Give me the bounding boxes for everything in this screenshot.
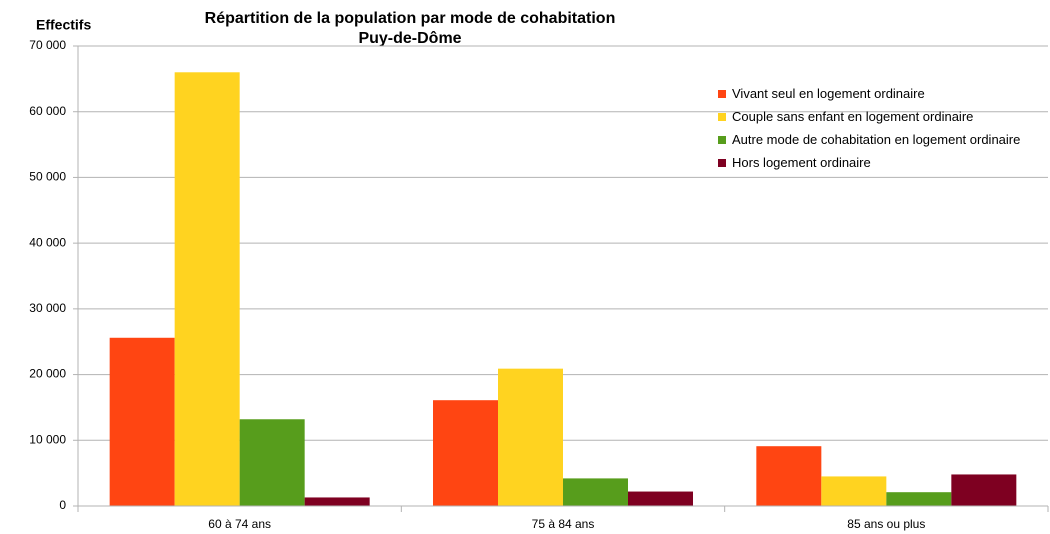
bar: [821, 476, 887, 506]
legend-label: Couple sans enfant en logement ordinaire: [732, 109, 974, 124]
y-tick-label: 70 000: [29, 38, 66, 52]
legend-swatch: [718, 90, 726, 98]
y-tick-label: 30 000: [29, 301, 66, 315]
bar: [886, 492, 952, 506]
legend-label: Vivant seul en logement ordinaire: [732, 86, 925, 101]
bar: [433, 400, 498, 506]
bar: [951, 474, 1017, 506]
x-tick-label: 75 à 84 ans: [532, 517, 595, 531]
y-tick-label: 20 000: [29, 367, 66, 381]
y-tick-label: 50 000: [29, 170, 66, 184]
legend-label: Hors logement ordinaire: [732, 155, 871, 170]
bar: [174, 72, 240, 507]
legend: Vivant seul en logement ordinaire Couple …: [718, 86, 1038, 178]
y-tick-label: 60 000: [29, 104, 66, 118]
legend-item: Hors logement ordinaire: [718, 155, 1038, 171]
bar: [628, 491, 693, 506]
bar: [109, 337, 175, 506]
legend-item: Couple sans enfant en logement ordinaire: [718, 109, 1038, 125]
bar: [239, 419, 305, 506]
x-tick-label: 60 à 74 ans: [208, 517, 271, 531]
y-tick-label: 0: [59, 498, 66, 512]
chart-subtitle: Puy-de-Dôme: [358, 30, 461, 47]
y-tick-label: 40 000: [29, 235, 66, 249]
legend-swatch: [718, 113, 726, 121]
legend-swatch: [718, 136, 726, 144]
x-tick-label: 85 ans ou plus: [847, 517, 925, 531]
y-axis-label: Effectifs: [36, 17, 91, 33]
chart-title: Répartition de la population par mode de…: [205, 10, 616, 27]
bar: [563, 478, 628, 506]
bar: [756, 446, 822, 506]
legend-item: Vivant seul en logement ordinaire: [718, 86, 1038, 102]
bar: [304, 497, 370, 506]
legend-item: Autre mode de cohabitation en logement o…: [718, 132, 1038, 148]
legend-label: Autre mode de cohabitation en logement o…: [732, 132, 1021, 147]
legend-swatch: [718, 159, 726, 167]
y-tick-label: 10 000: [29, 432, 66, 446]
bar: [498, 368, 563, 506]
